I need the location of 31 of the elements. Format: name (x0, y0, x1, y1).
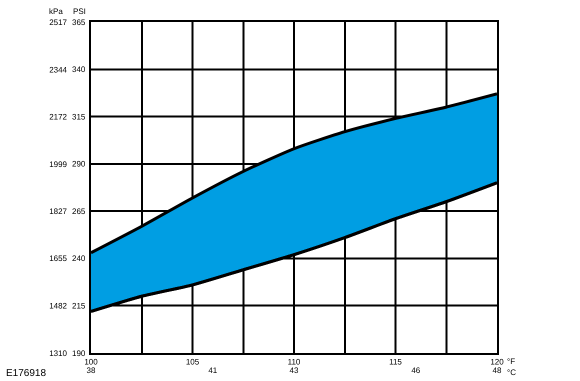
y-tick-label: 190 (72, 348, 86, 358)
x-axis-title: °F (507, 357, 516, 366)
y2-tick-label: 1655 (49, 254, 68, 264)
y-tick-label: 240 (72, 254, 86, 264)
y2-tick-label: 1827 (49, 207, 68, 216)
x2-tick-label: 46 (411, 366, 421, 375)
text: E176918 (6, 368, 46, 379)
y-axis-title: PSI (73, 7, 86, 16)
x2-tick-label: 41 (208, 366, 218, 375)
y-tick-label: 340 (72, 65, 86, 74)
y-tick-label: 265 (72, 206, 86, 216)
y-tick-label: 315 (72, 112, 86, 122)
x-tick-label: 105 (186, 358, 200, 367)
y2-tick-label: 1310 (49, 348, 68, 358)
x2-axis-title: °C (507, 368, 516, 377)
x2-tick-label: 48 (492, 366, 502, 375)
x-tick-label: 100 (84, 358, 98, 367)
y-tick-label: 215 (72, 302, 86, 311)
x2-tick-label: 38 (86, 366, 96, 375)
y2-tick-label: 2517 (49, 18, 68, 27)
y-tick-label: 290 (72, 160, 86, 169)
x2-tick-label: 43 (290, 366, 299, 375)
y2-tick-label: 2172 (49, 112, 68, 122)
y2-tick-label: 1999 (49, 160, 68, 169)
x-tick-label: 115 (389, 358, 402, 367)
y2-axis-title: kPa (49, 7, 64, 16)
x-tick-label: 120 (490, 358, 504, 367)
x-tick-label: 110 (288, 358, 301, 367)
y-tick-label: 365 (72, 18, 86, 27)
y2-tick-label: 2344 (49, 65, 68, 74)
y2-tick-label: 1482 (49, 302, 68, 311)
